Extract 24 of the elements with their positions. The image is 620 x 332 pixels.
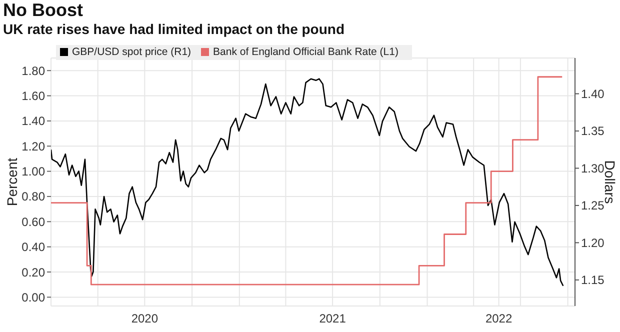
y-tick-label: 1.60 — [22, 89, 46, 104]
y2-tick-label: 1.20 — [581, 236, 605, 250]
y-tick-label: 1.00 — [22, 164, 46, 179]
y-tick-label: 0.80 — [22, 190, 46, 204]
y-axis-title: Percent — [4, 158, 20, 206]
x-tick-label: 2020 — [131, 312, 158, 326]
y2-tick-label: 1.35 — [581, 124, 605, 138]
y2-tick-label: 1.40 — [581, 87, 605, 102]
y2-tick-label: 1.25 — [581, 198, 605, 213]
y2-tick-label: 1.30 — [581, 161, 605, 176]
chart-subtitle: UK rate rises have had limited impact on the pound — [3, 21, 345, 37]
y-tick-label: 0.40 — [22, 240, 46, 254]
y2-tick-label: 1.15 — [581, 273, 605, 288]
legend-label: GBP/USD spot price (R1) — [72, 46, 192, 58]
y-tick-label: 1.80 — [22, 64, 46, 78]
y-tick-label: 0.20 — [22, 265, 46, 280]
y-tick-label: 1.40 — [22, 114, 46, 128]
legend-label: Bank of England Official Bank Rate (L1) — [213, 46, 398, 58]
y-tick-label: 0.60 — [22, 214, 46, 229]
x-tick-label: 2022 — [485, 312, 512, 326]
y-tick-label: 0.00 — [22, 290, 46, 304]
y-tick-label: 1.20 — [22, 139, 46, 154]
chart-title: No Boost — [3, 0, 83, 21]
x-tick-label: 2021 — [319, 312, 346, 326]
